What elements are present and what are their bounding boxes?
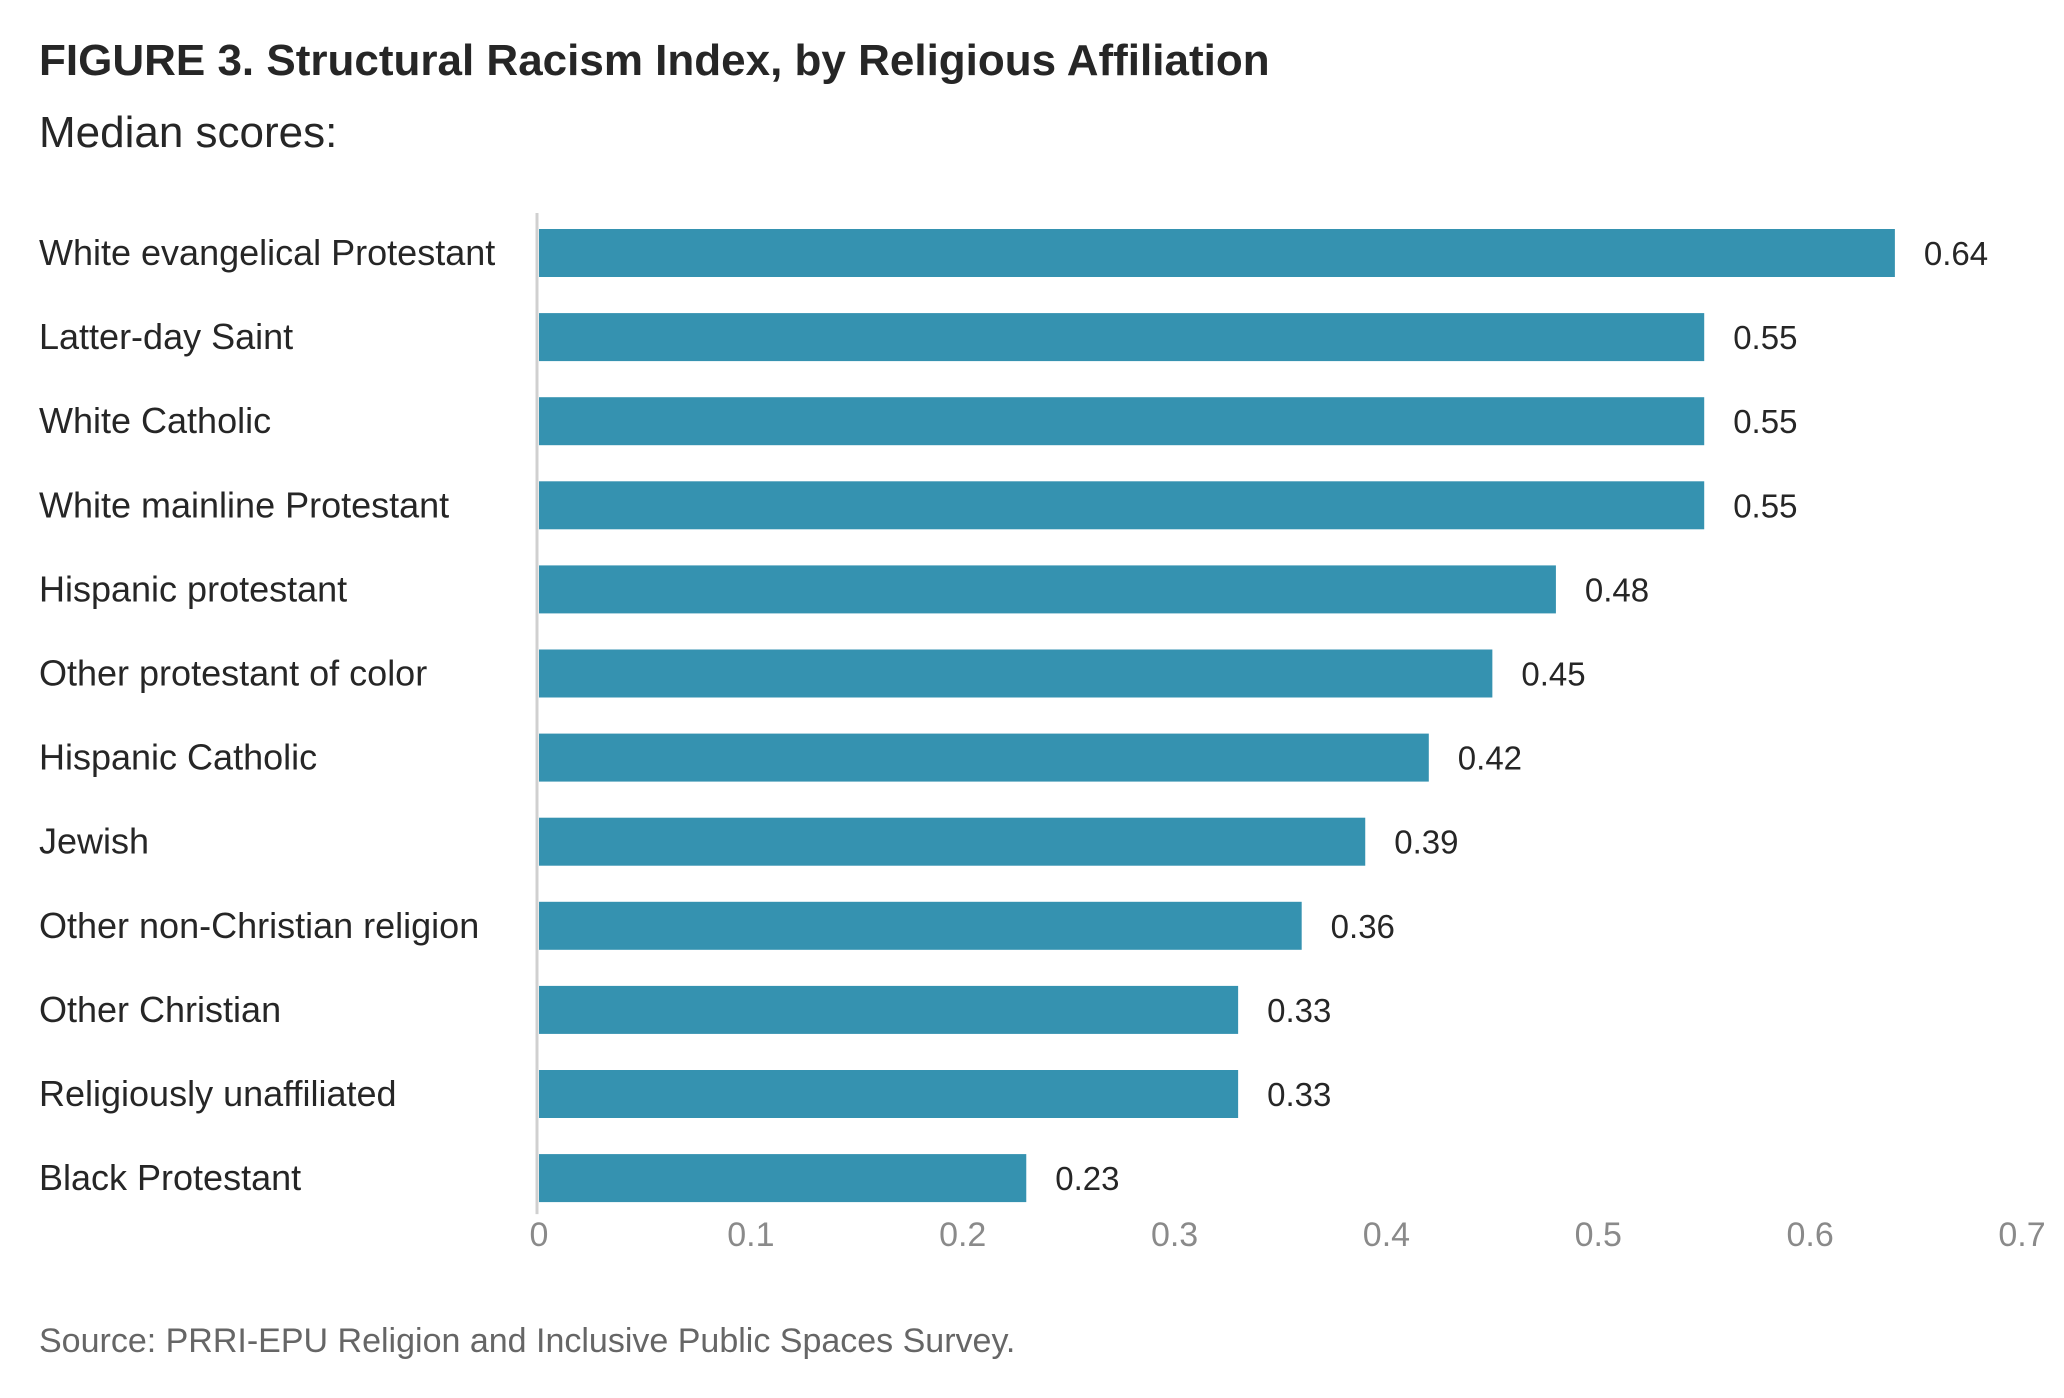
- bar: [539, 1154, 1027, 1203]
- data-label: 0.45: [1521, 656, 1585, 693]
- data-label: 0.55: [1733, 487, 1797, 524]
- data-label: 0.23: [1055, 1160, 1119, 1197]
- bar: [539, 901, 1302, 950]
- data-label: 0.48: [1585, 571, 1649, 608]
- category-label: White Catholic: [39, 400, 271, 441]
- data-label: 0.55: [1733, 319, 1797, 356]
- category-label: Latter-day Saint: [39, 316, 293, 357]
- category-label: Hispanic protestant: [39, 568, 347, 609]
- data-label: 0.55: [1733, 403, 1797, 440]
- bar: [539, 649, 1493, 698]
- category-label: Hispanic Catholic: [39, 737, 317, 778]
- category-label: Other Christian: [39, 989, 281, 1030]
- bar: [539, 985, 1239, 1034]
- bar: [539, 397, 1705, 446]
- chart-subtitle: Median scores:: [39, 108, 338, 157]
- category-label: Other protestant of color: [39, 653, 427, 694]
- bar: [539, 565, 1556, 614]
- bar: [539, 313, 1705, 362]
- category-label: Other non-Christian religion: [39, 905, 479, 946]
- data-label: 0.39: [1394, 824, 1458, 861]
- bar: [539, 481, 1705, 530]
- x-tick-label: 0.5: [1575, 1216, 1622, 1254]
- x-tick-label: 0.7: [1998, 1216, 2045, 1254]
- category-label: White evangelical Protestant: [39, 232, 495, 273]
- data-label: 0.36: [1331, 908, 1395, 945]
- x-tick-label: 0.3: [1151, 1216, 1198, 1254]
- category-label: Religiously unaffiliated: [39, 1073, 397, 1114]
- data-label: 0.33: [1267, 992, 1331, 1029]
- x-tick-label: 0.2: [939, 1216, 986, 1254]
- source-note: Source: PRRI-EPU Religion and Inclusive …: [39, 1322, 1016, 1360]
- x-tick-label: 0.6: [1787, 1216, 1834, 1254]
- bar: [539, 1070, 1239, 1118]
- data-label: 0.42: [1458, 740, 1522, 777]
- category-label: White mainline Protestant: [39, 484, 449, 525]
- x-tick-label: 0.1: [727, 1216, 774, 1254]
- bar: [539, 817, 1366, 866]
- category-label: Jewish: [39, 821, 149, 862]
- category-label: Black Protestant: [39, 1157, 301, 1198]
- data-label: 0.64: [1924, 235, 1988, 272]
- bar: [539, 229, 1895, 277]
- data-label: 0.33: [1267, 1076, 1331, 1113]
- x-tick-label: 0.4: [1363, 1216, 1410, 1254]
- bar: [539, 733, 1429, 782]
- chart-title: FIGURE 3. Structural Racism Index, by Re…: [39, 36, 1270, 85]
- x-tick-label: 0: [530, 1216, 549, 1254]
